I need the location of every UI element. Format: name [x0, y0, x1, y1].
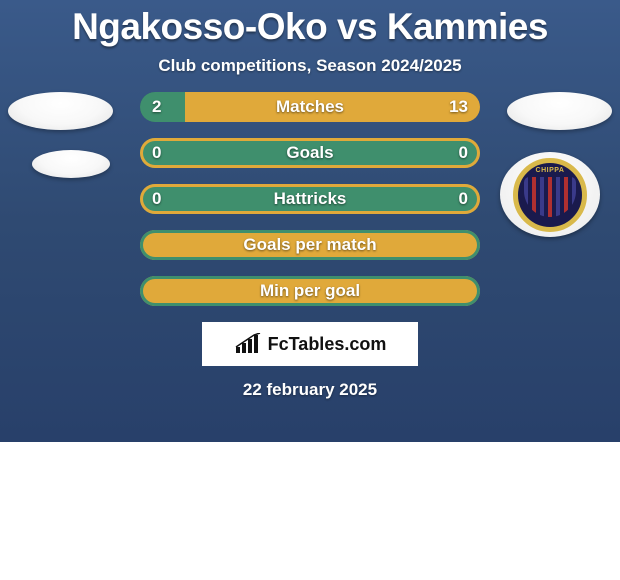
left-player-badge-2 [32, 150, 110, 178]
value-left: 0 [152, 184, 161, 214]
value-right: 13 [449, 92, 468, 122]
date-label: 22 february 2025 [0, 380, 620, 400]
stat-label: Min per goal [140, 276, 480, 306]
value-left: 2 [152, 92, 161, 122]
chart-icon [234, 333, 262, 355]
club-crest-text: CHIPPA [518, 167, 582, 174]
value-left: 0 [152, 138, 161, 168]
brand-text: FcTables.com [268, 334, 387, 355]
club-crest: CHIPPA [513, 158, 587, 232]
comparison-widget: Ngakosso-Oko vs Kammies Club competition… [0, 0, 620, 442]
stat-row: Goals per match [140, 230, 480, 260]
left-player-badge-1 [8, 92, 113, 130]
value-right: 0 [459, 138, 468, 168]
value-right: 0 [459, 184, 468, 214]
brand-logo: FcTables.com [202, 322, 418, 366]
stat-row: 0 0Goals [140, 138, 480, 168]
stats-area: CHIPPA 213Matches00Goals00HattricksGoals… [0, 92, 620, 400]
stat-row: Min per goal [140, 276, 480, 306]
stat-row: 0 0Hattricks [140, 184, 480, 214]
stat-label: Goals [140, 138, 480, 168]
fill-right [185, 92, 480, 122]
subtitle: Club competitions, Season 2024/2025 [0, 50, 620, 92]
fill-left [140, 92, 185, 122]
stat-label: Hattricks [140, 184, 480, 214]
stat-row: 213Matches [140, 92, 480, 122]
stat-label: Goals per match [140, 230, 480, 260]
right-club-badge: CHIPPA [500, 152, 600, 237]
right-player-badge-1 [507, 92, 612, 130]
page-title: Ngakosso-Oko vs Kammies [0, 2, 620, 50]
